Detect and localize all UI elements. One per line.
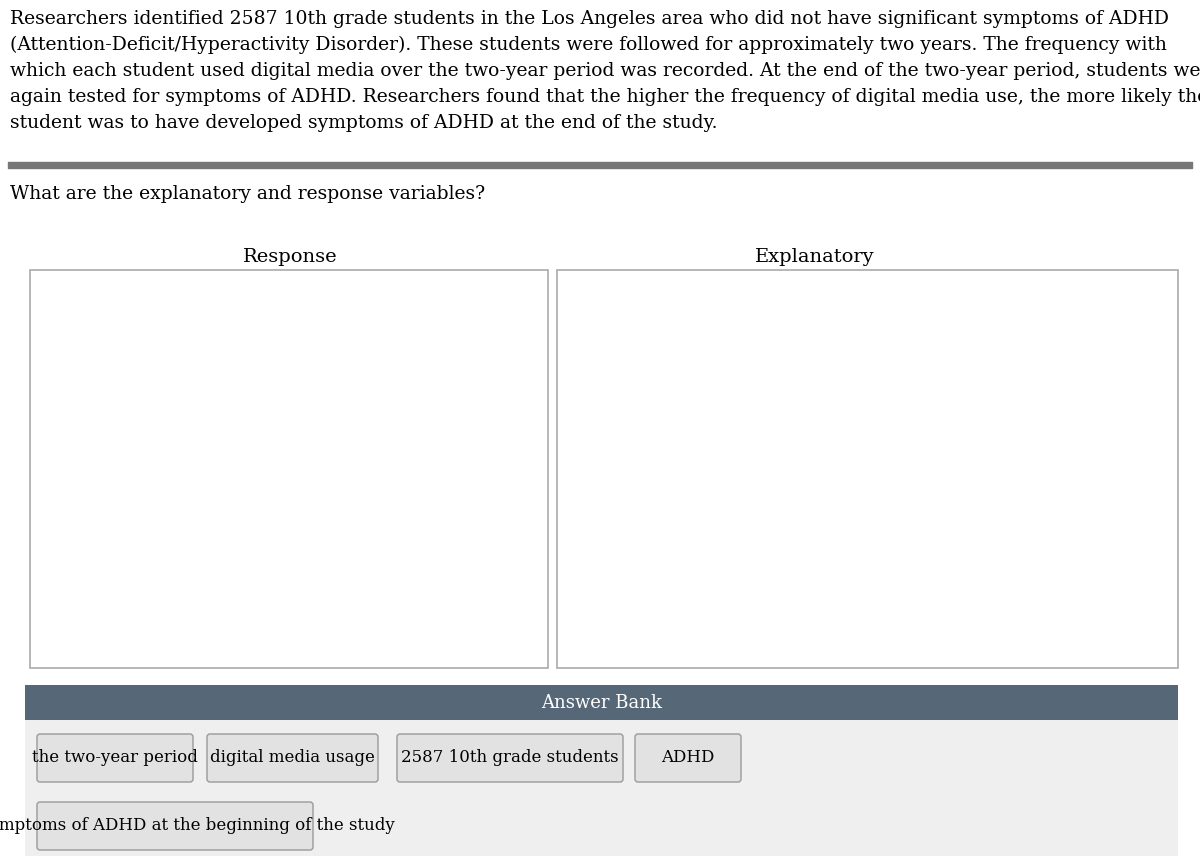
FancyBboxPatch shape xyxy=(30,270,548,668)
Text: (Attention-Deficit/Hyperactivity Disorder). These students were followed for app: (Attention-Deficit/Hyperactivity Disorde… xyxy=(10,36,1166,54)
FancyBboxPatch shape xyxy=(635,734,742,782)
Text: no symptoms of ADHD at the beginning of the study: no symptoms of ADHD at the beginning of … xyxy=(0,817,395,835)
Text: Researchers identified 2587 10th grade students in the Los Angeles area who did : Researchers identified 2587 10th grade s… xyxy=(10,10,1169,28)
FancyBboxPatch shape xyxy=(25,685,1178,720)
FancyBboxPatch shape xyxy=(37,802,313,850)
FancyBboxPatch shape xyxy=(37,734,193,782)
FancyBboxPatch shape xyxy=(557,270,1178,668)
Text: again tested for symptoms of ADHD. Researchers found that the higher the frequen: again tested for symptoms of ADHD. Resea… xyxy=(10,88,1200,106)
FancyBboxPatch shape xyxy=(208,734,378,782)
Text: digital media usage: digital media usage xyxy=(210,750,374,766)
Text: Response: Response xyxy=(242,248,337,266)
Text: student was to have developed symptoms of ADHD at the end of the study.: student was to have developed symptoms o… xyxy=(10,114,718,132)
Text: which each student used digital media over the two-year period was recorded. At : which each student used digital media ov… xyxy=(10,62,1200,80)
Text: 2587 10th grade students: 2587 10th grade students xyxy=(401,750,619,766)
FancyBboxPatch shape xyxy=(25,720,1178,856)
Text: Answer Bank: Answer Bank xyxy=(541,693,662,711)
Text: ADHD: ADHD xyxy=(661,750,715,766)
FancyBboxPatch shape xyxy=(397,734,623,782)
Text: Explanatory: Explanatory xyxy=(755,248,875,266)
Text: What are the explanatory and response variables?: What are the explanatory and response va… xyxy=(10,185,485,203)
Text: the two-year period: the two-year period xyxy=(32,750,198,766)
